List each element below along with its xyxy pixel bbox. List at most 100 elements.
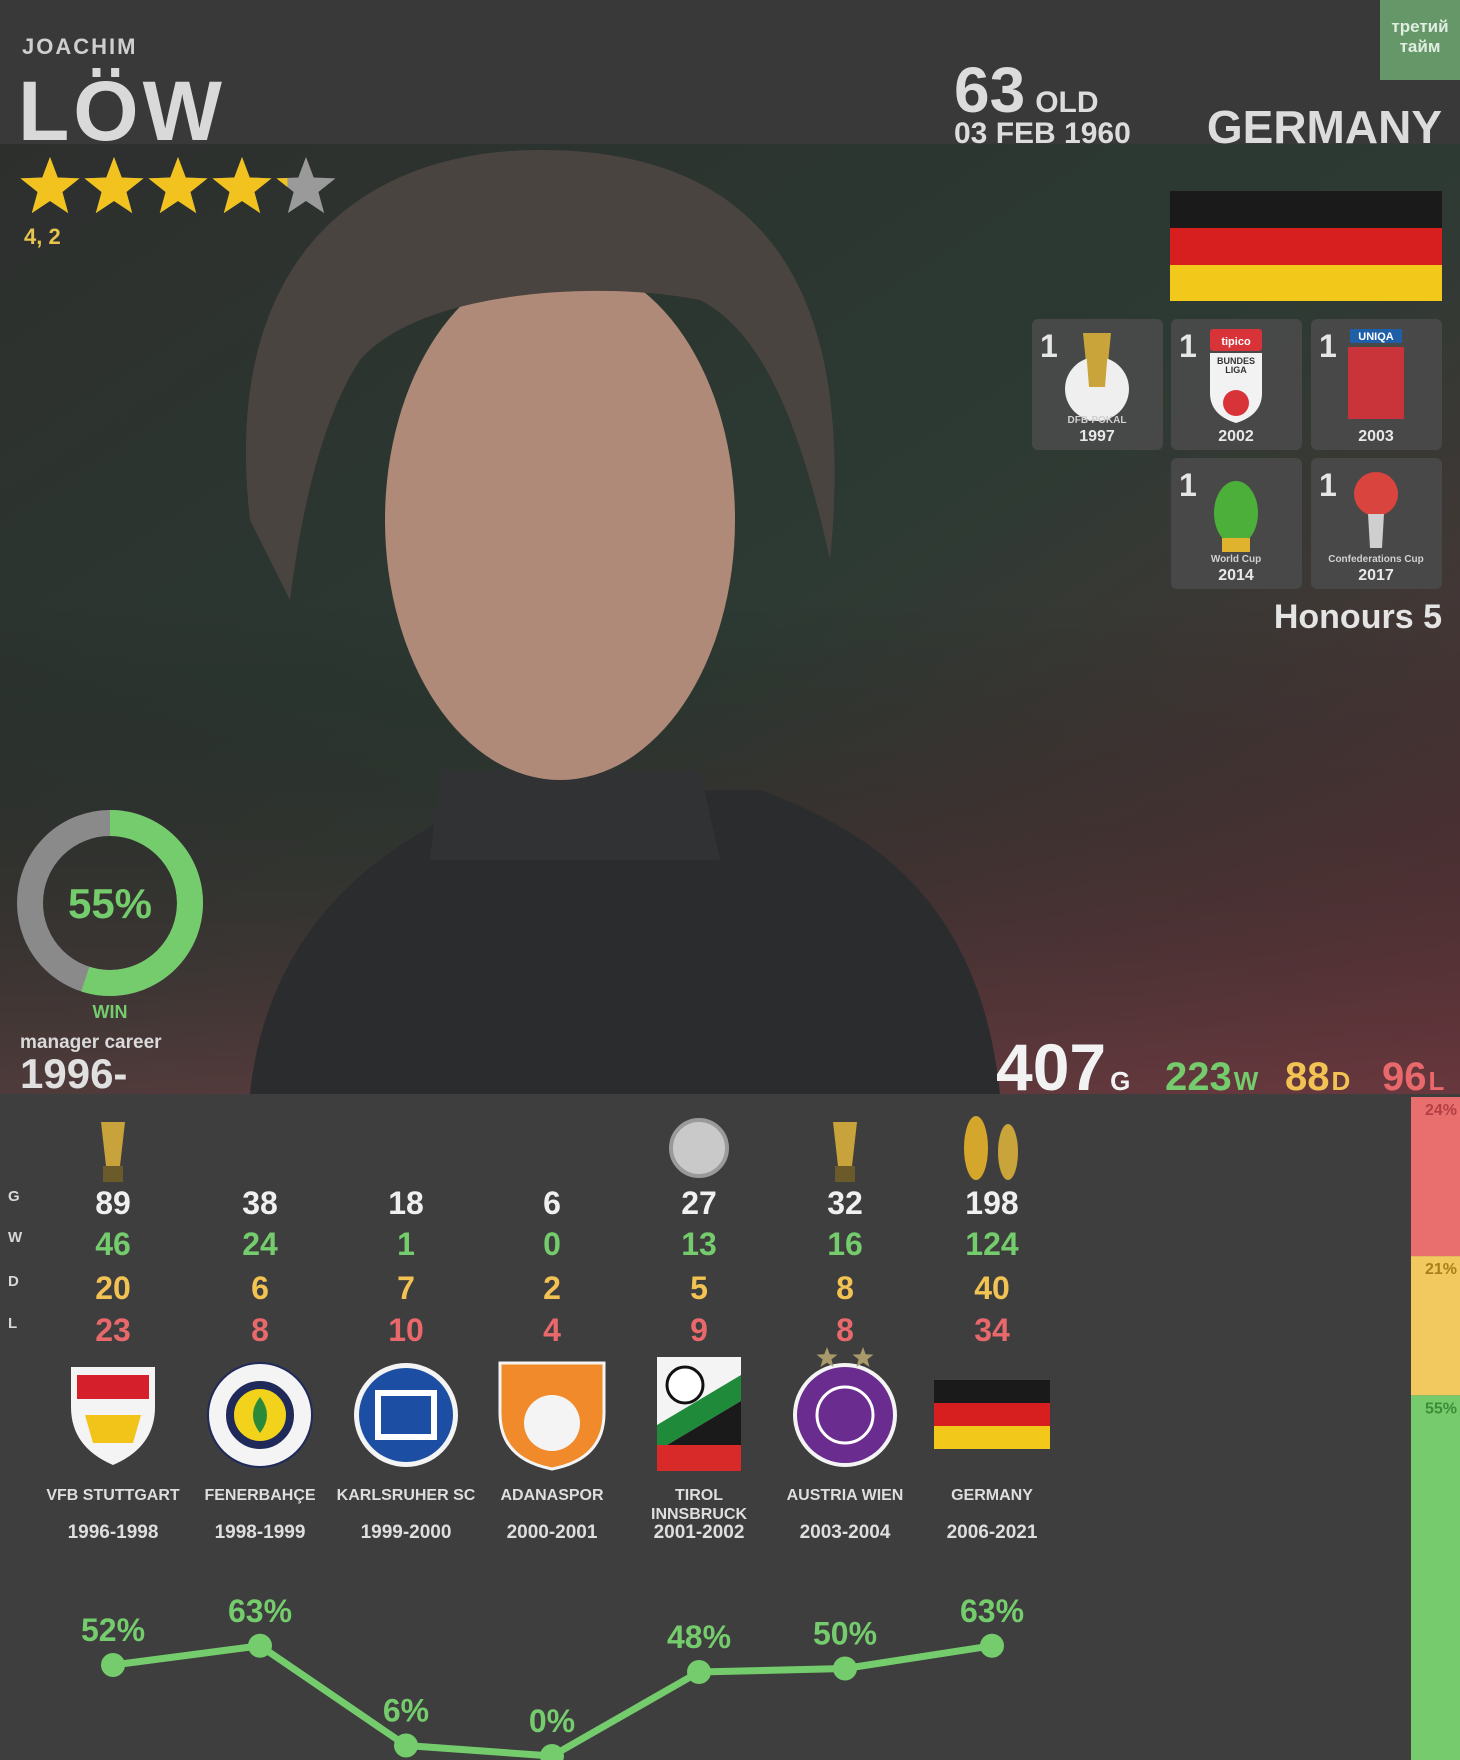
club-games: 6 bbox=[543, 1185, 561, 1221]
outcome-segment bbox=[1411, 1395, 1460, 1760]
logo-bg bbox=[1350, 329, 1402, 343]
cup-body bbox=[1085, 337, 1109, 387]
win-rate-label: 63% bbox=[228, 1593, 292, 1629]
club-wins: 124 bbox=[965, 1226, 1019, 1262]
club-logo-stripe bbox=[657, 1375, 741, 1451]
club-losses: 8 bbox=[251, 1312, 269, 1348]
logo-text: BUNDES bbox=[1217, 356, 1255, 366]
logo-text: UNIQA bbox=[1358, 331, 1394, 343]
club-years: 2006-2021 bbox=[947, 1522, 1038, 1543]
flag-stripe bbox=[934, 1380, 1050, 1403]
club-name: VFB STUTTGART bbox=[46, 1487, 180, 1504]
club-games: 38 bbox=[242, 1185, 278, 1221]
club-losses: 8 bbox=[836, 1312, 854, 1348]
outcome-segment bbox=[1411, 1097, 1460, 1257]
club-name: AUSTRIA WIEN bbox=[787, 1487, 904, 1504]
win-rate-point bbox=[101, 1653, 125, 1677]
star bbox=[276, 177, 288, 188]
club-games: 32 bbox=[827, 1185, 863, 1221]
honour-count: 1 bbox=[1319, 467, 1337, 503]
club-name: ADANASPOR bbox=[500, 1487, 604, 1504]
honour-name: World Cup bbox=[1211, 554, 1261, 565]
club-wins: 1 bbox=[397, 1226, 415, 1262]
row-label: D bbox=[8, 1273, 19, 1290]
header-band bbox=[0, 0, 1460, 144]
star bbox=[20, 157, 80, 214]
honours-label: Honours 5 bbox=[1274, 598, 1442, 636]
club-years: 2000-2001 bbox=[507, 1522, 598, 1543]
club-wins: 16 bbox=[827, 1226, 863, 1262]
club-name: TIROL INNSBRUCK bbox=[651, 1487, 747, 1523]
losses-unit: L bbox=[1429, 1066, 1445, 1096]
trophy-icon bbox=[1214, 481, 1258, 545]
club-losses: 23 bbox=[95, 1312, 131, 1348]
turtleneck bbox=[430, 770, 720, 860]
row-label: L bbox=[8, 1315, 17, 1332]
win-rate-point bbox=[248, 1633, 272, 1658]
row-label: G bbox=[8, 1188, 20, 1205]
win-rate-label: 50% bbox=[813, 1616, 877, 1652]
trophy-base bbox=[835, 1166, 855, 1182]
outcome-label: 24% bbox=[1425, 1102, 1457, 1119]
age-value: 63 bbox=[954, 54, 1025, 126]
win-rate-point bbox=[540, 1744, 564, 1760]
club-logo-red bbox=[657, 1445, 741, 1471]
win-rate-point bbox=[394, 1733, 418, 1758]
club-years: 1996-1998 bbox=[68, 1522, 159, 1543]
country-flag bbox=[1170, 191, 1442, 301]
face bbox=[385, 260, 735, 780]
flag-stripe bbox=[1170, 265, 1442, 301]
club-wins: 24 bbox=[242, 1226, 278, 1262]
outcome-label: 55% bbox=[1425, 1400, 1457, 1417]
career-label: manager career bbox=[20, 1032, 162, 1053]
honour-year: 2002 bbox=[1218, 428, 1254, 445]
club-logo-ring bbox=[815, 1385, 875, 1445]
club-years: 1999-2000 bbox=[361, 1522, 452, 1543]
star bbox=[212, 157, 272, 214]
club-draws: 2 bbox=[543, 1270, 561, 1306]
club-name: GERMANY bbox=[951, 1487, 1033, 1504]
honour-year: 2003 bbox=[1358, 428, 1394, 445]
club-wins: 0 bbox=[543, 1226, 561, 1262]
honours-total: 5 bbox=[1423, 598, 1442, 636]
star-icon bbox=[816, 1347, 838, 1367]
club-games: 18 bbox=[388, 1185, 424, 1221]
games-unit: G bbox=[1110, 1066, 1130, 1096]
flag-stripe bbox=[1170, 228, 1442, 265]
rating-label: 4, 2 bbox=[24, 224, 61, 249]
total-draws: 88D bbox=[1285, 1055, 1350, 1099]
club-years: 1998-1999 bbox=[215, 1522, 306, 1543]
losses-value: 96 bbox=[1382, 1055, 1427, 1099]
club-games: 89 bbox=[95, 1185, 131, 1221]
trophy-stem bbox=[1368, 514, 1384, 548]
honour-count: 1 bbox=[1319, 328, 1337, 364]
club-draws: 7 bbox=[397, 1270, 415, 1306]
honour-year: 1997 bbox=[1079, 428, 1115, 445]
win-rate-point bbox=[980, 1633, 1004, 1658]
total-losses: 96L bbox=[1382, 1055, 1445, 1099]
win-rate-label: 52% bbox=[81, 1612, 145, 1648]
logo-shield bbox=[1210, 353, 1262, 423]
trophy-icon bbox=[998, 1124, 1018, 1180]
honour-count: 1 bbox=[1179, 328, 1197, 364]
text-line: TIROL bbox=[675, 1487, 723, 1504]
honour-year: 2017 bbox=[1358, 567, 1394, 584]
club-draws: 8 bbox=[836, 1270, 854, 1306]
club-draws: 5 bbox=[690, 1270, 708, 1306]
club-wins: 13 bbox=[681, 1226, 717, 1262]
club-losses: 34 bbox=[974, 1312, 1010, 1348]
star-empty bbox=[276, 157, 336, 214]
win-rate-point bbox=[833, 1656, 857, 1681]
trophy-icon bbox=[833, 1122, 857, 1166]
trophy-icon bbox=[1354, 472, 1398, 516]
club-wins: 46 bbox=[95, 1226, 131, 1262]
hair bbox=[245, 150, 835, 600]
club-draws: 20 bbox=[95, 1270, 131, 1306]
club-logo-inner bbox=[524, 1395, 580, 1451]
trophy-icon bbox=[964, 1116, 988, 1180]
total-games: 407 G bbox=[996, 1030, 1130, 1104]
win-rate-label: 6% bbox=[383, 1693, 429, 1729]
honour-name: DFB-POKAL bbox=[1068, 415, 1127, 426]
text-line: третий bbox=[1391, 17, 1448, 36]
sweater bbox=[250, 790, 1000, 1094]
